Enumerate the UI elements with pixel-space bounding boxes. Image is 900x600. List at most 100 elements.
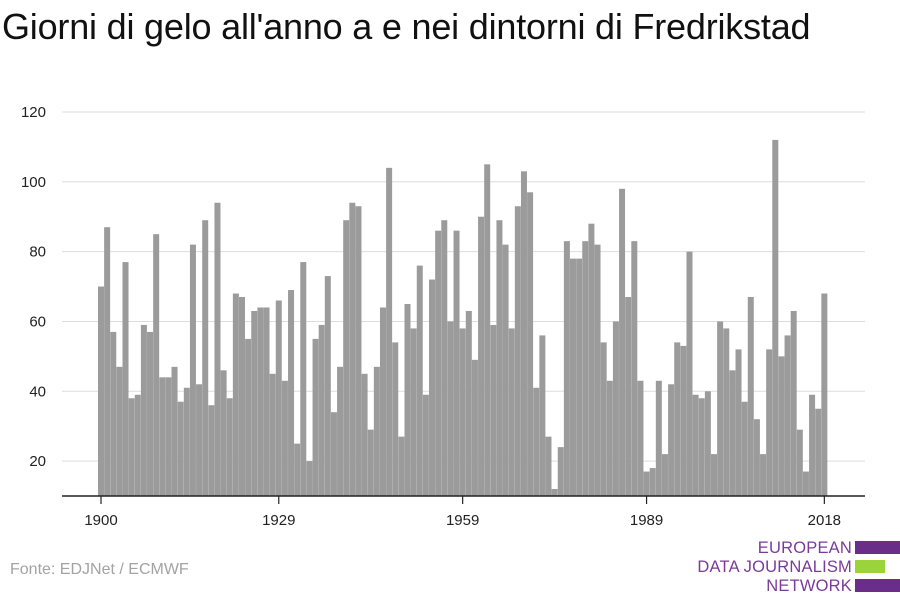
bar bbox=[404, 303, 411, 496]
bar bbox=[588, 223, 595, 496]
bar bbox=[484, 164, 491, 496]
bar bbox=[312, 338, 319, 496]
bar bbox=[189, 244, 196, 496]
bar bbox=[821, 293, 828, 496]
bar bbox=[116, 366, 123, 496]
bar bbox=[373, 366, 380, 496]
bar bbox=[349, 202, 356, 496]
bar bbox=[545, 436, 552, 496]
bar bbox=[796, 429, 803, 496]
bar bbox=[625, 297, 632, 496]
bar bbox=[422, 394, 429, 496]
bar bbox=[281, 380, 288, 496]
bar bbox=[226, 398, 233, 496]
bar bbox=[533, 387, 540, 496]
bar bbox=[159, 377, 166, 496]
bar bbox=[435, 230, 442, 496]
bar bbox=[563, 241, 570, 496]
bar bbox=[661, 454, 668, 496]
bar bbox=[790, 310, 797, 496]
x-tick-label: 1959 bbox=[446, 512, 479, 529]
logo-line-3: NETWORK bbox=[766, 577, 852, 595]
bar bbox=[747, 297, 754, 496]
bar bbox=[643, 471, 650, 496]
bar bbox=[208, 405, 215, 496]
bar bbox=[220, 370, 227, 496]
bar bbox=[723, 328, 730, 496]
bar bbox=[257, 307, 264, 496]
bar bbox=[527, 192, 534, 496]
y-tick-label: 60 bbox=[29, 313, 46, 330]
bar bbox=[324, 276, 331, 496]
bar bbox=[367, 429, 374, 496]
logo-bar-top bbox=[855, 541, 900, 554]
bar bbox=[392, 342, 399, 496]
x-tick-label: 1929 bbox=[262, 512, 295, 529]
bar bbox=[355, 206, 362, 497]
bar bbox=[238, 297, 245, 496]
bar bbox=[128, 398, 135, 496]
bar bbox=[300, 262, 307, 496]
axes: 20 40 60 80 100 120 1900 1929 1959 1989 2018 bbox=[21, 104, 865, 529]
bar bbox=[520, 171, 527, 496]
logo-text: EUROPEAN DATA JOURNALISM NETWORK bbox=[697, 539, 852, 596]
bar bbox=[386, 167, 393, 496]
bar bbox=[171, 366, 178, 496]
bar bbox=[551, 489, 558, 496]
bar bbox=[631, 241, 638, 496]
logo-bar-bottom bbox=[855, 579, 900, 592]
x-tick-label: 2018 bbox=[808, 512, 841, 529]
bar bbox=[594, 244, 601, 496]
bar bbox=[496, 220, 503, 496]
bar bbox=[508, 328, 515, 496]
bar bbox=[98, 286, 104, 496]
bar bbox=[140, 324, 147, 496]
bar bbox=[318, 324, 325, 496]
bar bbox=[232, 293, 239, 496]
bar bbox=[784, 335, 791, 496]
bar bbox=[680, 345, 687, 496]
bar bbox=[288, 290, 295, 496]
bar bbox=[570, 258, 577, 496]
bar bbox=[606, 380, 613, 496]
y-tick-label: 80 bbox=[29, 244, 46, 261]
bars bbox=[98, 139, 828, 497]
logo-line-1: EUROPEAN bbox=[757, 539, 852, 557]
bar bbox=[717, 321, 724, 496]
y-tick-label: 20 bbox=[29, 453, 46, 470]
bar bbox=[361, 373, 368, 496]
logo-bar-middle bbox=[855, 560, 900, 573]
edjnet-logo: EUROPEAN DATA JOURNALISM NETWORK bbox=[697, 539, 900, 596]
y-tick-label: 100 bbox=[21, 174, 46, 191]
bar bbox=[379, 307, 386, 496]
bar bbox=[815, 408, 822, 496]
bar bbox=[153, 234, 160, 497]
bar bbox=[576, 258, 583, 496]
bar bbox=[183, 387, 190, 496]
bar bbox=[330, 412, 337, 496]
y-tick-label: 120 bbox=[21, 104, 46, 121]
bar bbox=[802, 471, 809, 496]
bar bbox=[459, 328, 466, 496]
bar bbox=[637, 380, 644, 496]
bar bbox=[147, 331, 154, 496]
bar bbox=[202, 220, 209, 496]
bar bbox=[306, 461, 313, 496]
bar bbox=[165, 377, 172, 496]
bar bbox=[753, 419, 760, 496]
bar bbox=[668, 384, 675, 496]
bar bbox=[177, 401, 184, 496]
y-tick-label: 40 bbox=[29, 383, 46, 400]
source-credit: Fonte: EDJNet / ECMWF bbox=[10, 561, 189, 578]
bar bbox=[275, 300, 282, 496]
bar bbox=[490, 324, 497, 496]
bar bbox=[465, 310, 472, 496]
bar bbox=[729, 370, 736, 496]
bar bbox=[649, 468, 656, 496]
bar bbox=[214, 202, 221, 496]
bar bbox=[104, 227, 111, 496]
bar bbox=[134, 394, 141, 496]
chart-title: Giorni di gelo all'anno a e nei dintorni… bbox=[2, 6, 811, 47]
bar bbox=[692, 394, 699, 496]
bar bbox=[269, 373, 276, 496]
